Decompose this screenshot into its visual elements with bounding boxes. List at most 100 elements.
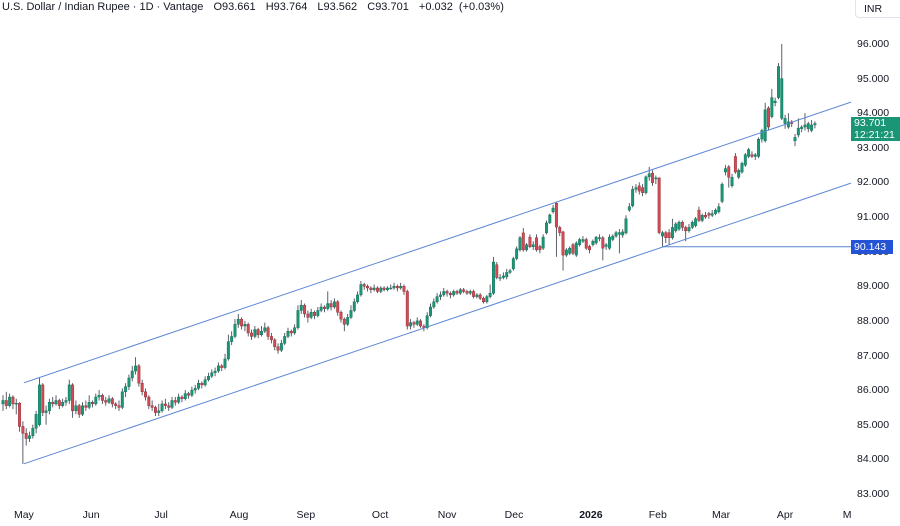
price-tick-label: 91.000 [857,211,890,223]
channel-lower-trendline[interactable] [23,182,851,465]
candle [740,161,744,174]
candle-body [714,209,717,214]
candles-layer [1,43,817,464]
candle-body [362,284,366,287]
candle-body [654,177,658,180]
price-tick-label: 96.000 [857,38,890,50]
candle-body [41,384,45,413]
candle [67,379,71,404]
candle [704,211,707,219]
candle-body [763,109,767,142]
candle [624,215,628,235]
candle-body [780,78,784,119]
candle-body [100,395,104,401]
candle [11,395,15,410]
candle-body [359,284,363,296]
candle [303,303,307,318]
candle [263,322,267,333]
candle [614,230,618,238]
candle-body [349,310,353,318]
candle-body [515,248,519,259]
candle-body [8,396,12,406]
candle-body [704,215,707,218]
candle [177,393,181,404]
drawings-layer[interactable] [23,101,851,465]
candle [107,395,111,404]
candle [349,305,353,320]
time-tick-label: Mar [712,509,731,521]
chart-pane[interactable] [0,0,851,505]
candle-body [770,97,774,117]
price-tick-label: 88.000 [857,314,890,327]
candle [568,246,572,256]
low-value: 93.562 [323,1,358,13]
candle [193,384,197,394]
candle [319,303,323,313]
candle [452,289,456,297]
symbol-legend[interactable]: U.S. Dollar / Indian Rupee · 1D · Vantage O9… [2,1,504,14]
candle [647,166,651,181]
candle-body [236,318,240,325]
candle-body [124,386,128,393]
candle [753,152,757,160]
candle [323,305,326,313]
low-label: L [317,1,324,13]
candle-body [203,379,207,386]
candle [84,400,88,411]
candle-body [147,396,151,406]
candle [617,229,621,254]
candle-body [346,317,350,325]
candle-body [730,177,734,187]
candle [269,332,273,344]
candle-body [452,291,456,296]
candle-body [458,289,462,294]
candle [124,383,128,398]
candle [455,289,459,295]
open-value: 93.661 [222,1,256,13]
candle-body [47,402,51,412]
candle [462,287,466,294]
candle-body [561,231,565,256]
channel-upper-trendline[interactable] [23,101,851,384]
candle [409,319,413,330]
interval-label[interactable]: 1D [139,1,154,13]
candle-body [226,341,230,360]
candle [604,242,608,250]
price-axis[interactable]: 96.00095.00094.00093.00092.00091.00090.0… [851,0,900,505]
time-tick-label: 2026 [579,509,603,521]
candle [127,374,131,391]
time-tick-label: M [842,509,852,521]
candle [601,236,605,261]
candle [783,114,787,129]
candle-body [130,370,134,379]
candle-body [153,407,157,413]
candle [664,230,668,243]
symbol-name[interactable]: U.S. Dollar / Indian Rupee [2,1,130,13]
candle-body [700,215,704,221]
candle [697,206,701,223]
candle [773,97,777,107]
candle [87,395,91,410]
candle [134,357,138,375]
candle [554,202,558,257]
candle [352,298,356,313]
candle [266,326,270,340]
candle-body [717,206,721,213]
time-axis[interactable]: May Jun Jul Aug Sep Oct Nov Dec 2026 Feb Mar Apr M [0,505,900,526]
candle-body [535,237,538,251]
candle-body [369,287,373,290]
candle-body [286,331,290,337]
candle [94,393,98,406]
candle-body [740,163,744,173]
candle-body [51,402,55,405]
horizontal-level-price-label: 90.143 [851,239,893,254]
currency-selector[interactable]: INR [855,0,900,18]
candle [806,121,810,133]
candle [495,262,499,280]
candle [687,223,691,233]
candle-body [707,213,711,216]
candle [723,165,727,176]
candle-body [392,286,396,289]
candle-body [114,403,118,406]
candlestick-plot[interactable] [0,0,851,505]
